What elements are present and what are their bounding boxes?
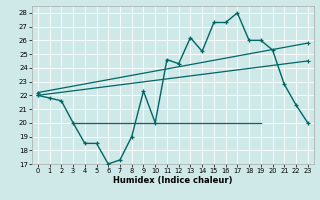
X-axis label: Humidex (Indice chaleur): Humidex (Indice chaleur) bbox=[113, 176, 233, 185]
